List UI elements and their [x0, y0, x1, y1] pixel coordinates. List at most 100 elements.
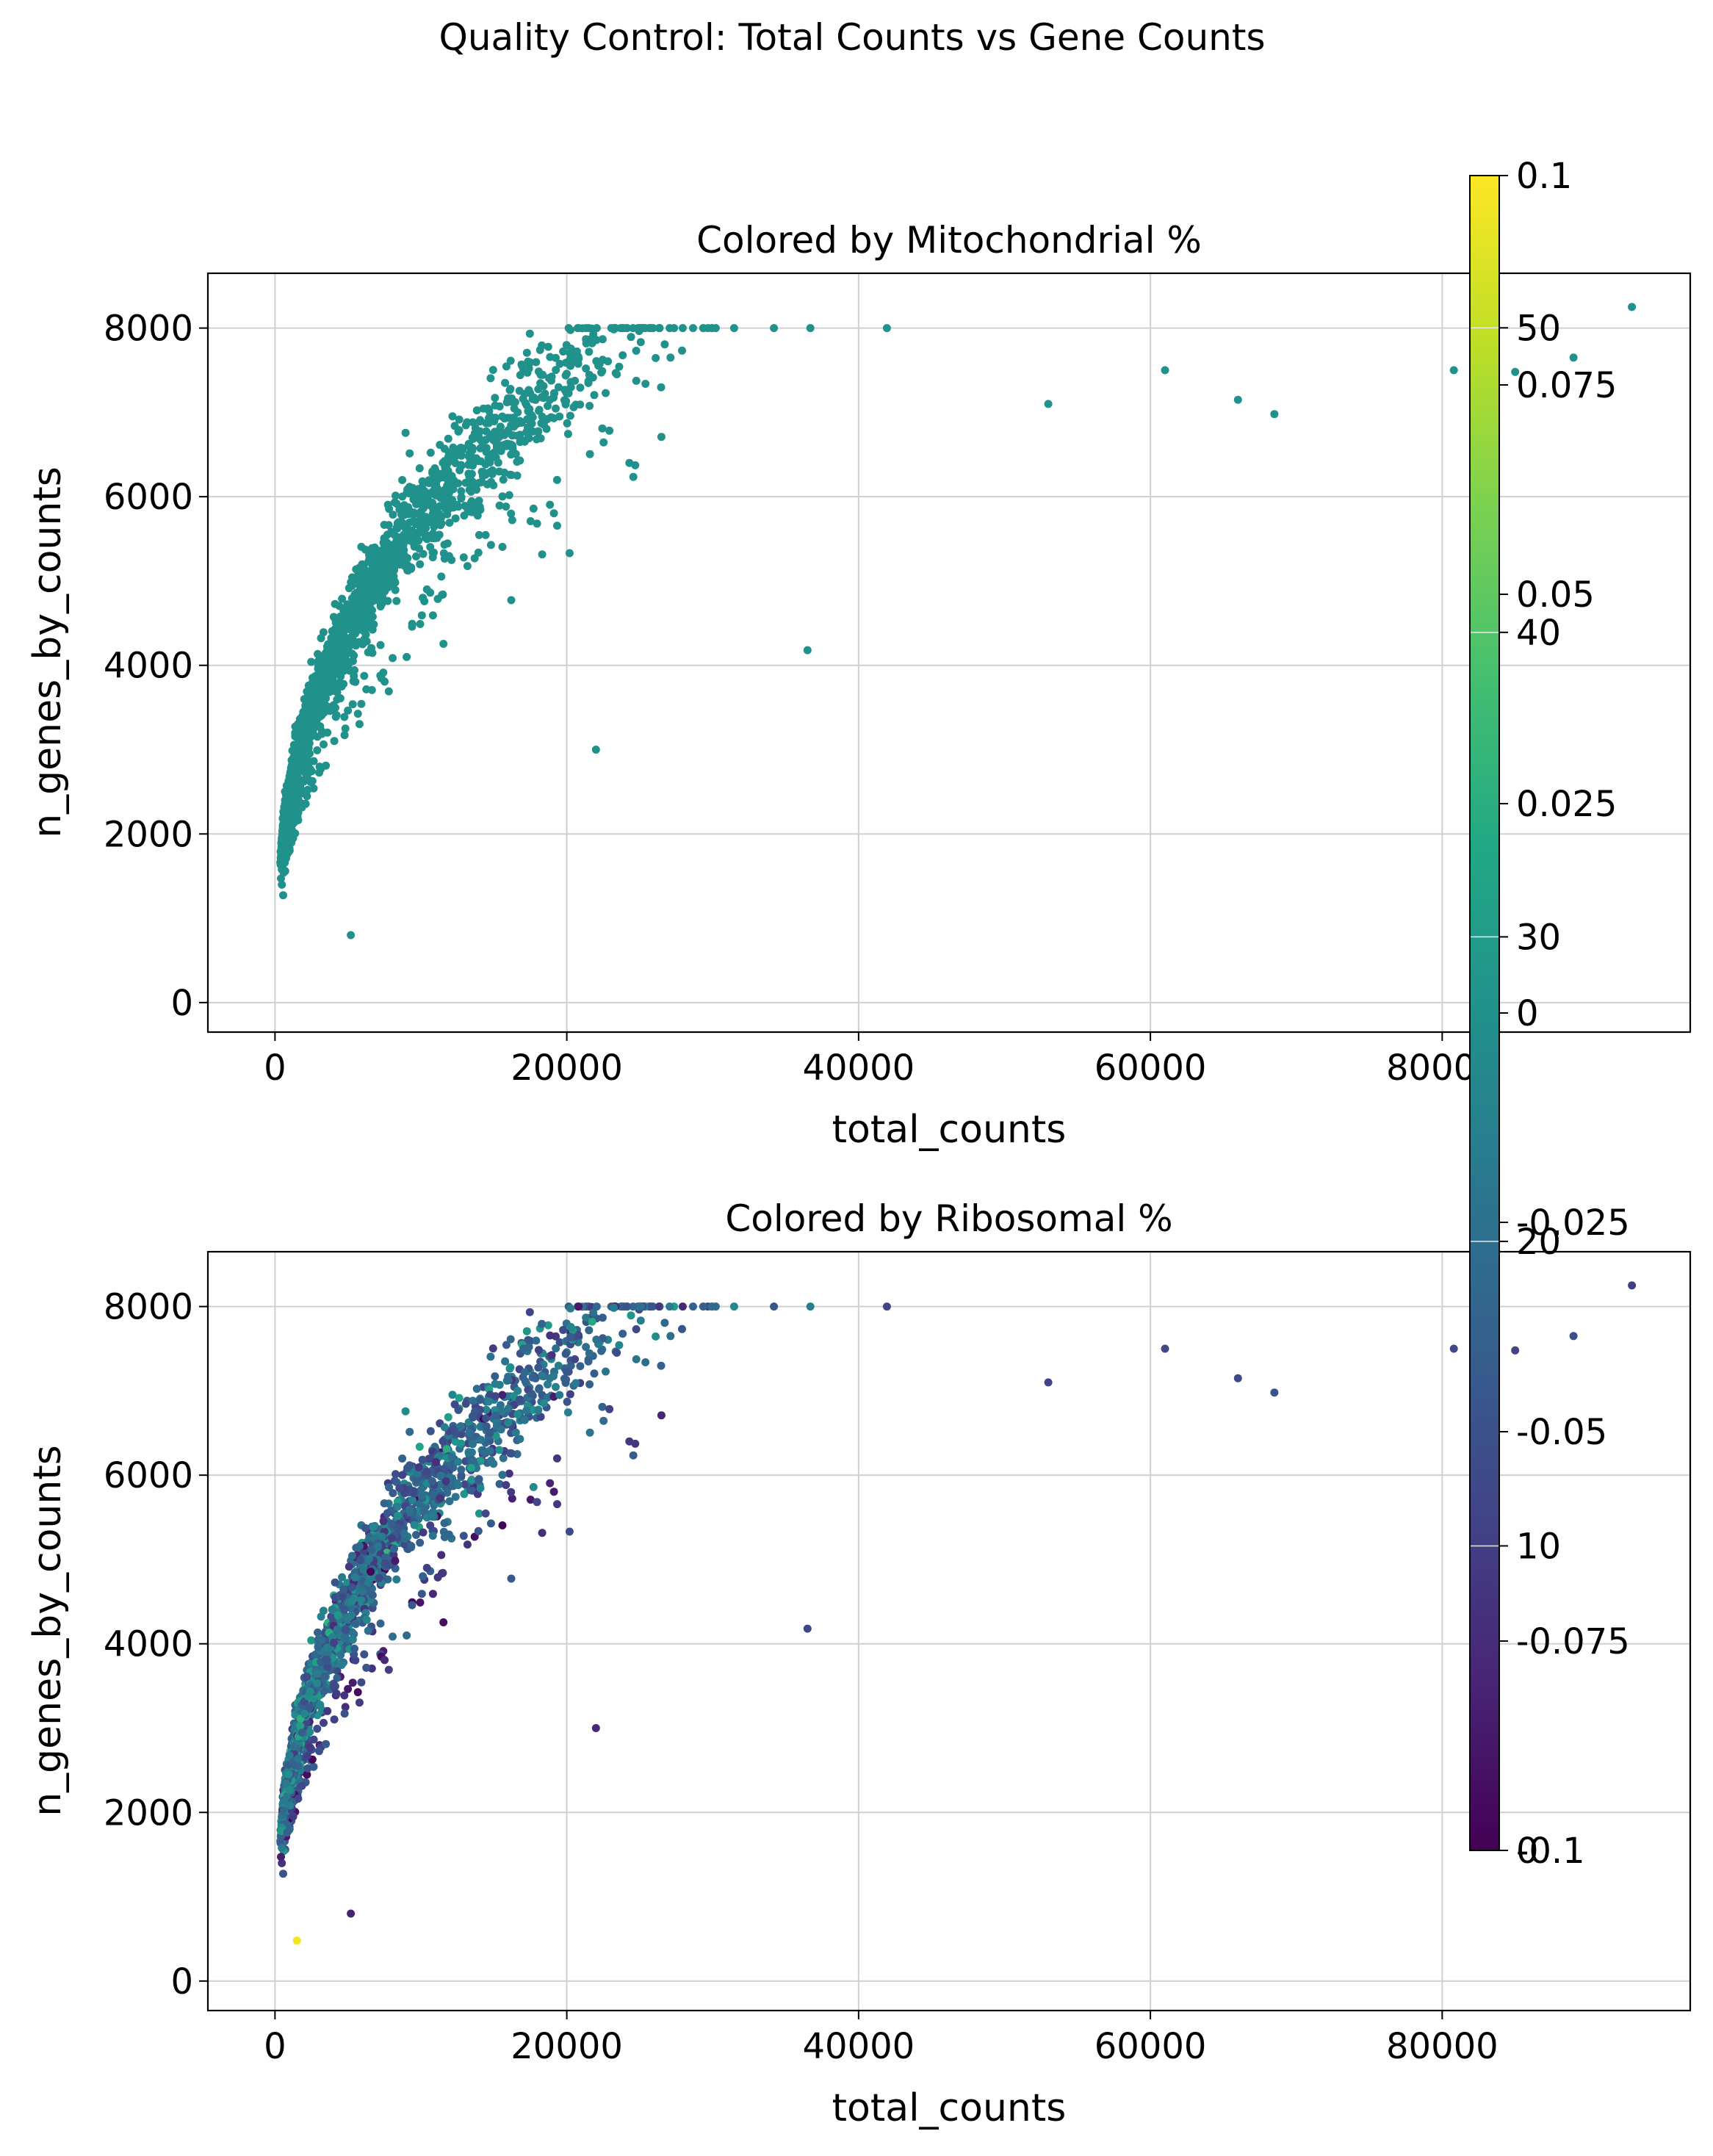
scatter-point [419, 1572, 428, 1581]
scatter-point [419, 594, 428, 602]
y-axis-label-mito: n_genes_by_counts [26, 466, 70, 838]
scatter-point [444, 1413, 452, 1421]
scatter-point [524, 364, 533, 373]
scatter-point [389, 1489, 397, 1498]
scatter-point [504, 440, 513, 449]
scatter-point [552, 404, 560, 413]
scatter-point [422, 585, 431, 594]
scatter-point [398, 1454, 407, 1463]
scatter-point [322, 761, 331, 770]
scatter-point [398, 492, 407, 501]
scatter-point [605, 426, 614, 435]
scatter-point [498, 492, 507, 501]
y-tick-label: 8000 [104, 309, 193, 350]
scatter-point [303, 785, 312, 794]
scatter-point [475, 417, 484, 426]
plot-frame-mito [206, 272, 1692, 1034]
scatter-point [339, 607, 348, 616]
scatter-point [497, 447, 505, 455]
scatter-point [355, 720, 364, 729]
scatter-point [660, 1319, 669, 1327]
scatter-point [561, 371, 570, 380]
scatter-point [636, 338, 645, 347]
scatter-point [499, 1454, 508, 1463]
scatter-points-ribo [276, 1281, 1637, 1945]
scatter-point [279, 891, 287, 900]
scatter-point [437, 1551, 446, 1560]
scatter-point [482, 427, 491, 436]
scatter-point [289, 833, 297, 842]
scatter-point [615, 362, 624, 371]
scatter-points-mito [276, 303, 1637, 940]
y-tick-label: 0 [170, 983, 193, 1024]
scatter-point [376, 641, 385, 649]
scatter-point [555, 412, 564, 421]
scatter-point [592, 357, 601, 366]
scatter-point [563, 419, 571, 428]
scatter-point [314, 664, 322, 673]
panel-title-mito: Colored by Mitochondrial % [696, 219, 1202, 262]
scatter-point [806, 324, 815, 333]
scatter-point [414, 485, 423, 493]
scatter-point [520, 389, 529, 398]
scatter-point [486, 374, 495, 383]
scatter-point [457, 461, 466, 469]
scatter-point [393, 533, 402, 541]
scatter-point [534, 367, 543, 376]
scatter-point [488, 366, 497, 375]
scatter-point [1569, 353, 1578, 362]
scatter-point [1628, 303, 1637, 311]
scatter-point [437, 572, 446, 581]
scatter-point [641, 380, 650, 388]
scatter-point [416, 620, 425, 628]
scatter-point [467, 497, 476, 505]
x-tick-label: 20000 [511, 1048, 623, 1089]
scatter-point [806, 1302, 815, 1311]
scatter-point [563, 1408, 572, 1417]
scatter-point [602, 389, 610, 397]
scatter-point [395, 505, 404, 514]
scatter-point [585, 450, 594, 458]
scatter-point [361, 545, 369, 554]
scatter-point [364, 648, 372, 657]
scatter-point [380, 521, 389, 529]
scatter-point [329, 660, 338, 668]
scatter-point [407, 1542, 416, 1550]
scatter-point [554, 383, 563, 392]
scatter-point [306, 765, 314, 774]
scatter-point [428, 1532, 437, 1540]
scatter-point [313, 691, 322, 699]
scatter-point [348, 700, 357, 709]
scatter-point [491, 433, 500, 441]
scatter-point [300, 731, 309, 740]
scatter-point [528, 394, 537, 403]
scatter-point [436, 493, 445, 502]
scatter-point [467, 469, 476, 478]
scatter-point [348, 1679, 357, 1687]
scatter-point [278, 865, 286, 874]
scatter-point [389, 511, 397, 519]
scatter-point [444, 434, 452, 443]
scatter-point [666, 1302, 674, 1311]
scatter-point [482, 436, 491, 444]
scatter-point [459, 1532, 468, 1540]
scatter-point [552, 475, 561, 484]
scatter-point [1270, 410, 1279, 419]
scatter-point [277, 874, 285, 883]
scatter-point [571, 376, 580, 385]
scatter-point [484, 419, 493, 428]
scatter-point [770, 324, 779, 333]
scatter-point [547, 372, 556, 381]
scatter-point [498, 543, 507, 551]
scatter-point [401, 428, 410, 437]
scatter-point [699, 1302, 707, 1311]
scatter-point [381, 580, 389, 589]
scatter-point [647, 324, 656, 333]
scatter-point [522, 428, 531, 436]
scatter-point [652, 353, 660, 362]
x-tick-label: 40000 [803, 1048, 915, 1089]
scatter-point [384, 687, 393, 696]
scatter-point [348, 573, 356, 582]
scatter-point [507, 1488, 516, 1496]
scatter-point [393, 1511, 402, 1520]
